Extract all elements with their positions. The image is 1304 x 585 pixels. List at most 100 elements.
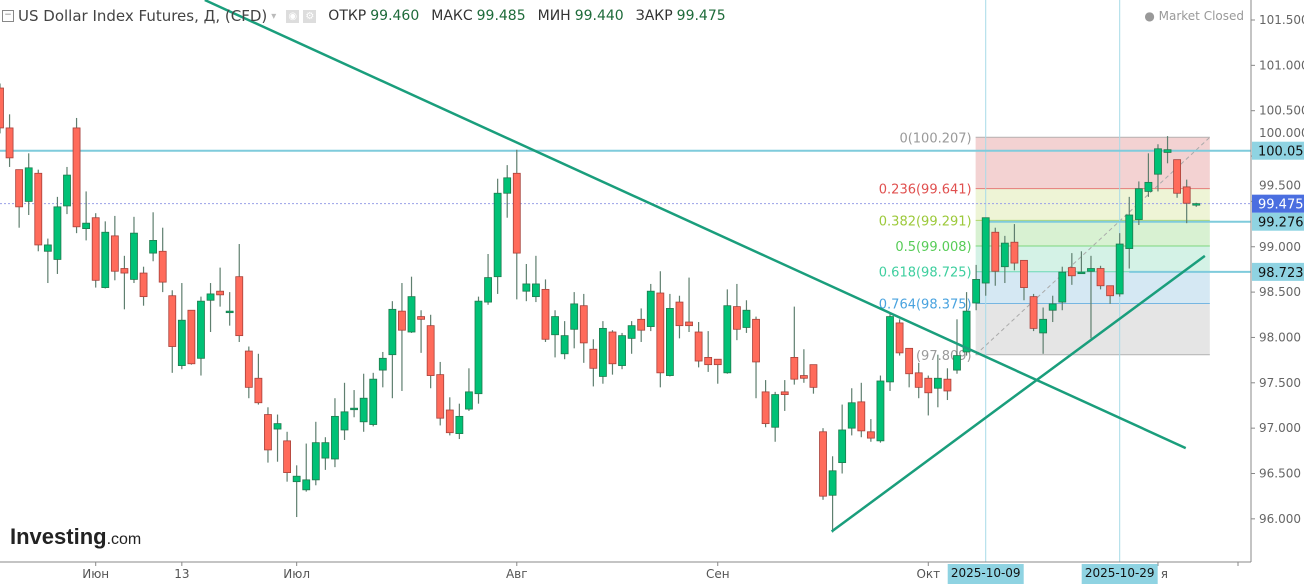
candle [302,443,311,492]
candle [82,191,91,241]
candle [484,254,492,305]
instrument-title[interactable]: US Dollar Index Futures, Д, (CFD) [18,7,268,25]
market-status-text: Market Closed [1158,9,1244,23]
y-tick-label: 100.500 [1259,104,1304,118]
candle [876,375,885,443]
candle [599,321,607,384]
candle-body [1144,181,1153,192]
low-value: 99.440 [574,8,624,24]
candle [1106,285,1115,304]
candle [168,290,177,373]
candle [857,382,866,438]
candle [914,362,923,399]
y-tick-label: 96.500 [1259,467,1301,481]
eye-icon[interactable]: ◉ [286,9,300,23]
open-value: 99.460 [370,8,420,24]
investing-logo: Investing.com [10,524,142,549]
candle-body [914,372,923,388]
candle [646,283,655,332]
candle [694,322,703,368]
candle-body [264,414,272,451]
candle [637,308,646,342]
candle-body [847,402,856,429]
candle-body [158,250,167,283]
candle-body [283,440,292,473]
close-value: 99.475 [676,8,726,24]
candle-body [63,174,71,207]
candle-body [646,290,655,327]
candle [340,382,349,440]
candle-body [1096,268,1105,287]
candle-body [991,231,1000,272]
date-badge [1081,564,1158,584]
fib-level-label: 0(100.207) [899,131,971,146]
fib-zone [975,271,1210,304]
fib-level-label: 0.5(99.008) [895,240,971,255]
dropdown-caret-icon[interactable]: ▾ [271,10,277,22]
candle-body [359,397,368,423]
x-tick-label: Окт [916,567,940,581]
candle-body [838,429,847,464]
candle [1134,181,1143,225]
candle [551,310,559,358]
candle-body [455,415,464,434]
candle-body [809,364,818,388]
gear-icon[interactable]: ⚙ [303,9,317,23]
candle [713,358,722,384]
fib-level-label: 0.618(98.725) [879,266,972,281]
candle [177,283,186,370]
candle [790,306,799,385]
market-status: ● Market Closed [1144,9,1244,23]
candle [417,310,425,353]
last-price-badge [1252,194,1304,213]
close-label: ЗАКР [635,8,673,24]
collapse-icon[interactable]: − [2,10,14,22]
x-tick-label: 13 [174,567,189,581]
candle [608,330,617,375]
candle [886,313,894,391]
candle [455,403,464,440]
candle [627,321,636,354]
x-tick-label: Июн [82,567,109,581]
x-tick-label: Авг [506,567,528,581]
candle-body [895,322,904,354]
y-tick-label: 97.000 [1259,421,1301,435]
candle-body [799,375,808,379]
candle [398,283,406,391]
candle-body [933,377,942,389]
candle-body [340,411,349,431]
candle [101,221,110,289]
candle-body [1125,214,1134,249]
candle-body [474,300,483,395]
candle [216,267,225,307]
candle [5,114,14,167]
candle [1144,153,1153,197]
x-tick-label: я [1161,567,1168,581]
high-value: 99.485 [476,8,526,24]
candle-body [866,431,875,439]
price-line-badge [1252,141,1304,160]
candle [579,293,588,363]
candle-body [1182,186,1191,204]
candle [120,255,129,310]
candle-body [723,305,732,374]
candle-body [465,391,473,410]
candle-body [292,475,301,483]
fib-zone [975,188,1210,221]
candle-body [5,127,14,159]
y-tick-label: 98.000 [1259,330,1301,344]
candle [532,255,540,303]
candle-body [713,358,722,366]
y-tick-label: 98.500 [1259,285,1301,299]
candle-body [34,172,43,246]
candle [1163,136,1172,164]
candle-body [398,310,406,331]
candle-body [666,308,674,376]
candle-body [254,377,263,404]
candle-body [1020,259,1028,288]
candle-body [962,310,971,353]
candle [675,295,684,339]
candle [149,212,158,262]
y-tick-label: 96.000 [1259,512,1301,526]
